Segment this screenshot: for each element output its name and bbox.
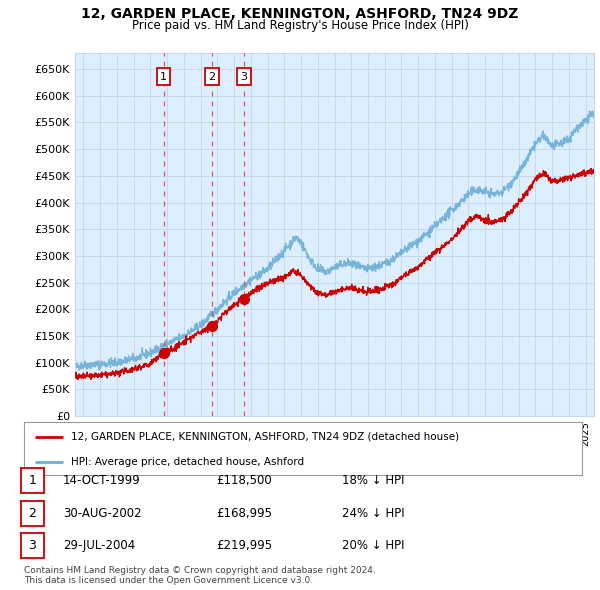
Text: 3: 3 [28,539,37,552]
Text: 3: 3 [240,72,247,81]
Text: 30-AUG-2002: 30-AUG-2002 [63,507,142,520]
Text: Contains HM Land Registry data © Crown copyright and database right 2024.
This d: Contains HM Land Registry data © Crown c… [24,566,376,585]
Text: 1: 1 [160,72,167,81]
Text: 29-JUL-2004: 29-JUL-2004 [63,539,135,552]
Text: Price paid vs. HM Land Registry's House Price Index (HPI): Price paid vs. HM Land Registry's House … [131,19,469,32]
Text: £118,500: £118,500 [216,474,272,487]
Text: £219,995: £219,995 [216,539,272,552]
Text: 24% ↓ HPI: 24% ↓ HPI [342,507,404,520]
Text: 14-OCT-1999: 14-OCT-1999 [63,474,141,487]
Text: 20% ↓ HPI: 20% ↓ HPI [342,539,404,552]
Text: £168,995: £168,995 [216,507,272,520]
Text: 1: 1 [28,474,37,487]
Text: 12, GARDEN PLACE, KENNINGTON, ASHFORD, TN24 9DZ: 12, GARDEN PLACE, KENNINGTON, ASHFORD, T… [82,7,518,21]
Text: 12, GARDEN PLACE, KENNINGTON, ASHFORD, TN24 9DZ (detached house): 12, GARDEN PLACE, KENNINGTON, ASHFORD, T… [71,432,460,442]
Text: 18% ↓ HPI: 18% ↓ HPI [342,474,404,487]
Text: 2: 2 [208,72,215,81]
Text: 2: 2 [28,507,37,520]
Text: HPI: Average price, detached house, Ashford: HPI: Average price, detached house, Ashf… [71,457,305,467]
